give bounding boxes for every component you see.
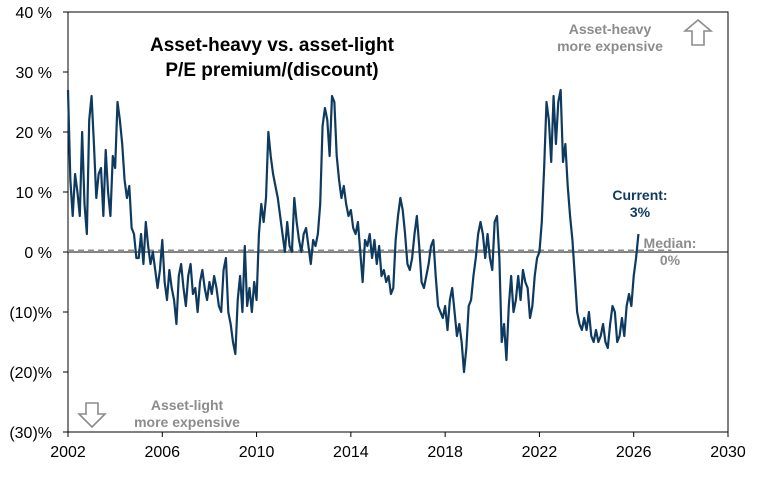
up-arrow-icon	[682, 18, 714, 46]
chart-title-line-2: P/E premium/(discount)	[165, 60, 378, 81]
heavy-annotation-line-1: Asset-heavy	[569, 21, 652, 37]
x-tick-label: 2010	[239, 444, 275, 461]
median-label-line-1: Median:	[644, 235, 697, 251]
y-tick-label: 0 %	[24, 245, 52, 262]
x-axis: 2002 2006 2010 2014 2018 2022 2026 2030	[50, 432, 746, 461]
current-label-line-2: 3%	[630, 204, 651, 220]
x-tick-label: 2006	[144, 444, 180, 461]
plot-border	[67, 11, 729, 433]
median-label-line-2: 0%	[660, 252, 681, 268]
y-tick-label: 40 %	[16, 5, 52, 22]
y-axis: 40 % 30 % 20 % 10 % 0 % (10)% (20)% (30)%	[9, 5, 68, 442]
y-tick-label: (20)%	[9, 365, 52, 382]
y-tick-label: (10)%	[9, 305, 52, 322]
heavy-annotation-line-2: more expensive	[557, 38, 663, 54]
series-line	[66, 88, 640, 374]
y-tick-label: 30 %	[16, 65, 52, 82]
chart-title-line-1: Asset-heavy vs. asset-light	[150, 35, 395, 56]
x-tick-label: 2018	[427, 444, 463, 461]
y-tick-label: (30)%	[9, 425, 52, 442]
x-tick-label: 2022	[522, 444, 558, 461]
down-arrow-icon	[77, 402, 107, 429]
light-annotation-line-2: more expensive	[134, 414, 240, 430]
light-annotation-line-1: Asset-light	[151, 397, 224, 413]
x-tick-label: 2026	[616, 444, 652, 461]
x-tick-label: 2002	[50, 444, 86, 461]
current-label-line-1: Current:	[612, 187, 667, 203]
x-tick-label: 2030	[710, 444, 746, 461]
y-tick-label: 20 %	[16, 125, 52, 142]
y-tick-label: 10 %	[16, 185, 52, 202]
x-tick-label: 2014	[333, 444, 369, 461]
